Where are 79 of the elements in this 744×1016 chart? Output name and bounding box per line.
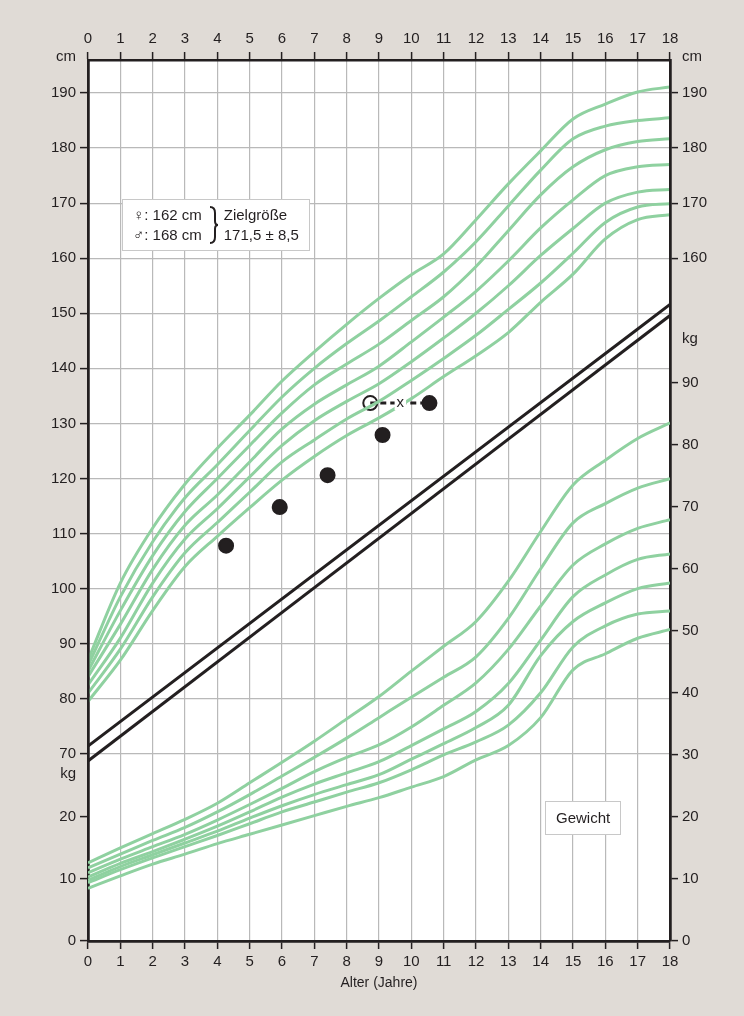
y2-axis-title: cm [682,47,702,65]
x2-tick-label: 5 [245,29,254,47]
x2-tick-label: 15 [564,29,582,47]
annotation: 171,5 ± 8,5 [223,225,299,245]
annotation: x [396,393,405,411]
y-tick-label: 140 [50,358,76,376]
y2-tick-label: 60 [682,558,699,576]
x-tick-label: 10 [402,952,420,970]
x2-tick-label: 8 [342,29,351,47]
x-tick-label: 6 [277,952,287,970]
y-tick-label: 10 [59,869,76,887]
annotation: Zielgröße [223,205,289,225]
x2-tick-label: 14 [532,29,550,47]
x-tick-label: 1 [116,952,125,970]
y2-tick-label: 30 [682,745,699,763]
y2-tick-label: 40 [682,682,699,700]
annotation: ♀: 162 cm [133,205,202,225]
y2-tick-label: 90 [682,372,699,390]
x2-tick-label: 1 [116,29,125,47]
y-tick-label: 120 [50,468,76,486]
y-tick-label: 160 [50,248,76,266]
x-tick-label: 7 [310,952,319,970]
y-tick-label: 170 [50,193,76,211]
x2-tick-label: 12 [467,29,485,47]
x-tick-label: 0 [83,952,93,970]
y-tick-label: 180 [50,138,76,156]
x2-tick-label: 10 [402,29,420,47]
x-tick-label: 11 [435,952,452,970]
x-axis-title: Alter (Jahre) [340,974,418,991]
x2-tick-label: 18 [661,29,679,47]
x2-tick-label: 9 [374,29,384,47]
y-tick-label: 190 [50,83,76,101]
x-tick-label: 9 [374,952,384,970]
x2-tick-label: 4 [213,29,222,47]
annotation: Gewicht [556,808,611,828]
y-tick-label: 80 [59,688,76,706]
x-tick-label: 18 [661,952,679,970]
y2-tick-label: 160 [682,248,708,266]
x2-tick-label: 16 [596,29,614,47]
x2-tick-label: 13 [499,29,517,47]
x-tick-label: 2 [148,952,157,970]
x-tick-label: 4 [213,952,222,970]
y-tick-label: 0 [67,931,76,949]
x-tick-label: 5 [245,952,254,970]
y2-axis-title: kg [682,329,698,347]
y2-tick-label: 170 [682,193,708,211]
y2-tick-label: 180 [682,138,708,156]
x2-tick-label: 3 [180,29,190,47]
y-axis-title: cm [56,47,76,65]
x-tick-label: 17 [629,952,647,970]
x-tick-label: 16 [596,952,614,970]
y-tick-label: 100 [50,578,76,596]
x-tick-label: 13 [499,952,517,970]
y2-tick-label: 50 [682,620,699,638]
y2-tick-label: 70 [682,496,699,514]
x-tick-label: 8 [342,952,351,970]
y-tick-label: 90 [59,633,76,651]
x2-tick-label: 6 [277,29,287,47]
y2-tick-label: 80 [682,434,699,452]
y2-tick-label: 190 [682,83,708,101]
x2-tick-label: 7 [310,29,319,47]
y2-tick-label: 20 [682,807,699,825]
x-tick-label: 15 [564,952,582,970]
x2-tick-label: 11 [435,29,452,47]
x2-tick-label: 17 [629,29,647,47]
x2-tick-label: 2 [148,29,157,47]
x-tick-label: 14 [532,952,550,970]
y-axis-title: kg [60,763,76,781]
x-tick-label: 3 [180,952,190,970]
x-tick-label: 12 [467,952,485,970]
y-tick-label: 150 [50,303,76,321]
annotation: ♂: 168 cm [133,225,202,245]
y2-tick-label: 0 [682,931,691,949]
x2-tick-label: 0 [83,29,93,47]
y-tick-label: 20 [59,807,76,825]
y2-tick-label: 10 [682,869,699,887]
y-tick-label: 110 [52,523,76,541]
y-tick-label: 70 [59,743,76,761]
y-tick-label: 130 [50,413,76,431]
